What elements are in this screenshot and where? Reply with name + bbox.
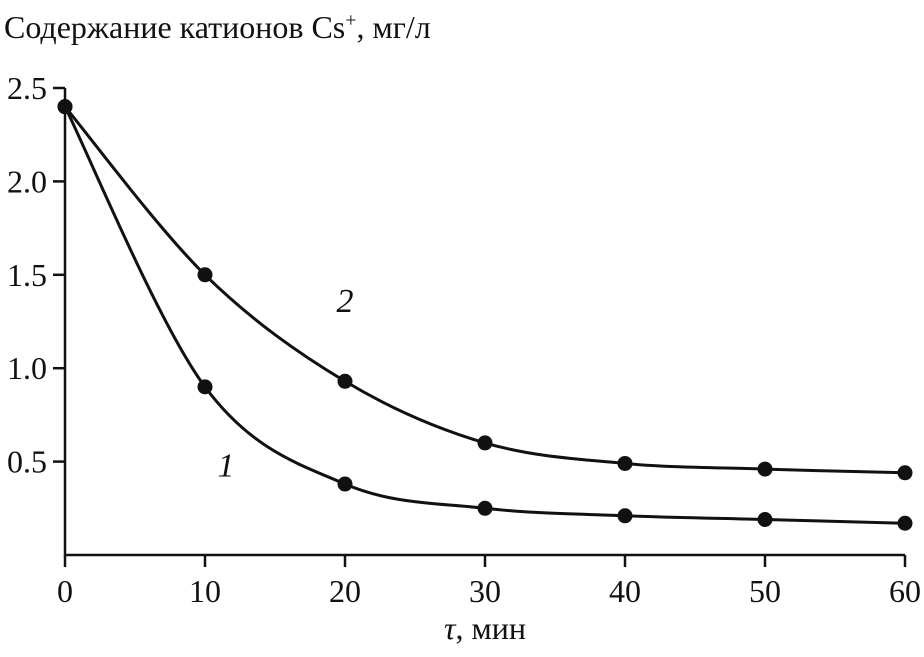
data-point-marker [337,373,353,389]
x-axis-tick-label: 0 [57,573,73,609]
x-axis-label-symbol: τ [444,610,456,646]
y-axis-tick-label: 0.5 [7,444,47,480]
data-point-marker [757,512,773,528]
data-point-marker [617,455,633,471]
y-axis-tick-label: 2.0 [7,163,47,199]
data-point-marker [197,267,213,283]
data-point-marker [337,476,353,492]
series-label: 2 [337,283,354,320]
x-axis-tick-label: 40 [609,573,641,609]
data-point-marker [897,515,913,531]
x-axis-tick-label: 60 [889,573,921,609]
x-axis-tick-label: 10 [189,573,221,609]
x-axis-tick-label: 50 [749,573,781,609]
data-point-marker [617,508,633,524]
x-axis-label-units: , мин [455,610,526,646]
data-point-marker [57,99,73,115]
x-axis-tick-label: 20 [329,573,361,609]
x-axis-label: τ, мин [65,610,905,647]
chart-title-units: , мг/л [356,9,431,45]
chart-title-superscript: + [345,9,357,32]
data-point-marker [197,379,213,395]
x-axis-tick-label: 30 [469,573,501,609]
data-point-marker [477,435,493,451]
data-point-marker [757,461,773,477]
y-axis-tick-label: 1.5 [7,257,47,293]
chart-title-text: Содержание катионов Cs [4,9,346,45]
series-label: 1 [218,448,235,485]
data-point-marker [897,465,913,481]
y-axis-tick-label: 1.0 [7,350,47,386]
series-line [63,105,907,475]
axes [63,88,905,557]
data-point-marker [477,500,493,516]
y-axis-tick-label: 2.5 [7,70,47,106]
series-line [63,105,907,525]
chart-title: Содержание катионов Cs+, мг/л [4,9,431,45]
